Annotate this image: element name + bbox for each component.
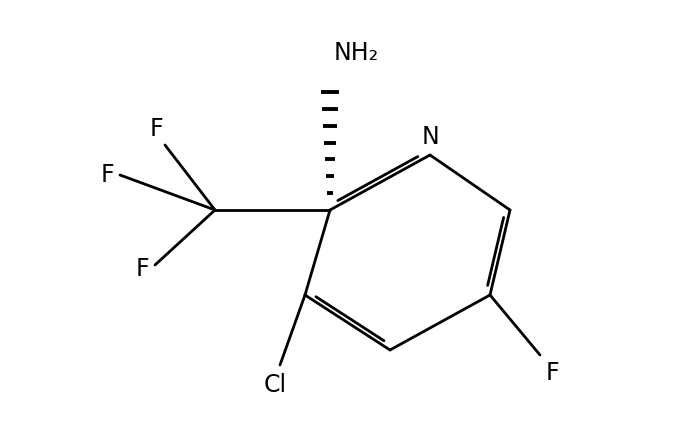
Text: F: F — [546, 361, 560, 385]
Text: F: F — [100, 163, 114, 187]
Text: NH₂: NH₂ — [334, 41, 379, 65]
Text: F: F — [136, 257, 149, 281]
Text: F: F — [149, 117, 163, 141]
Text: Cl: Cl — [264, 373, 286, 397]
Text: N: N — [421, 125, 439, 149]
